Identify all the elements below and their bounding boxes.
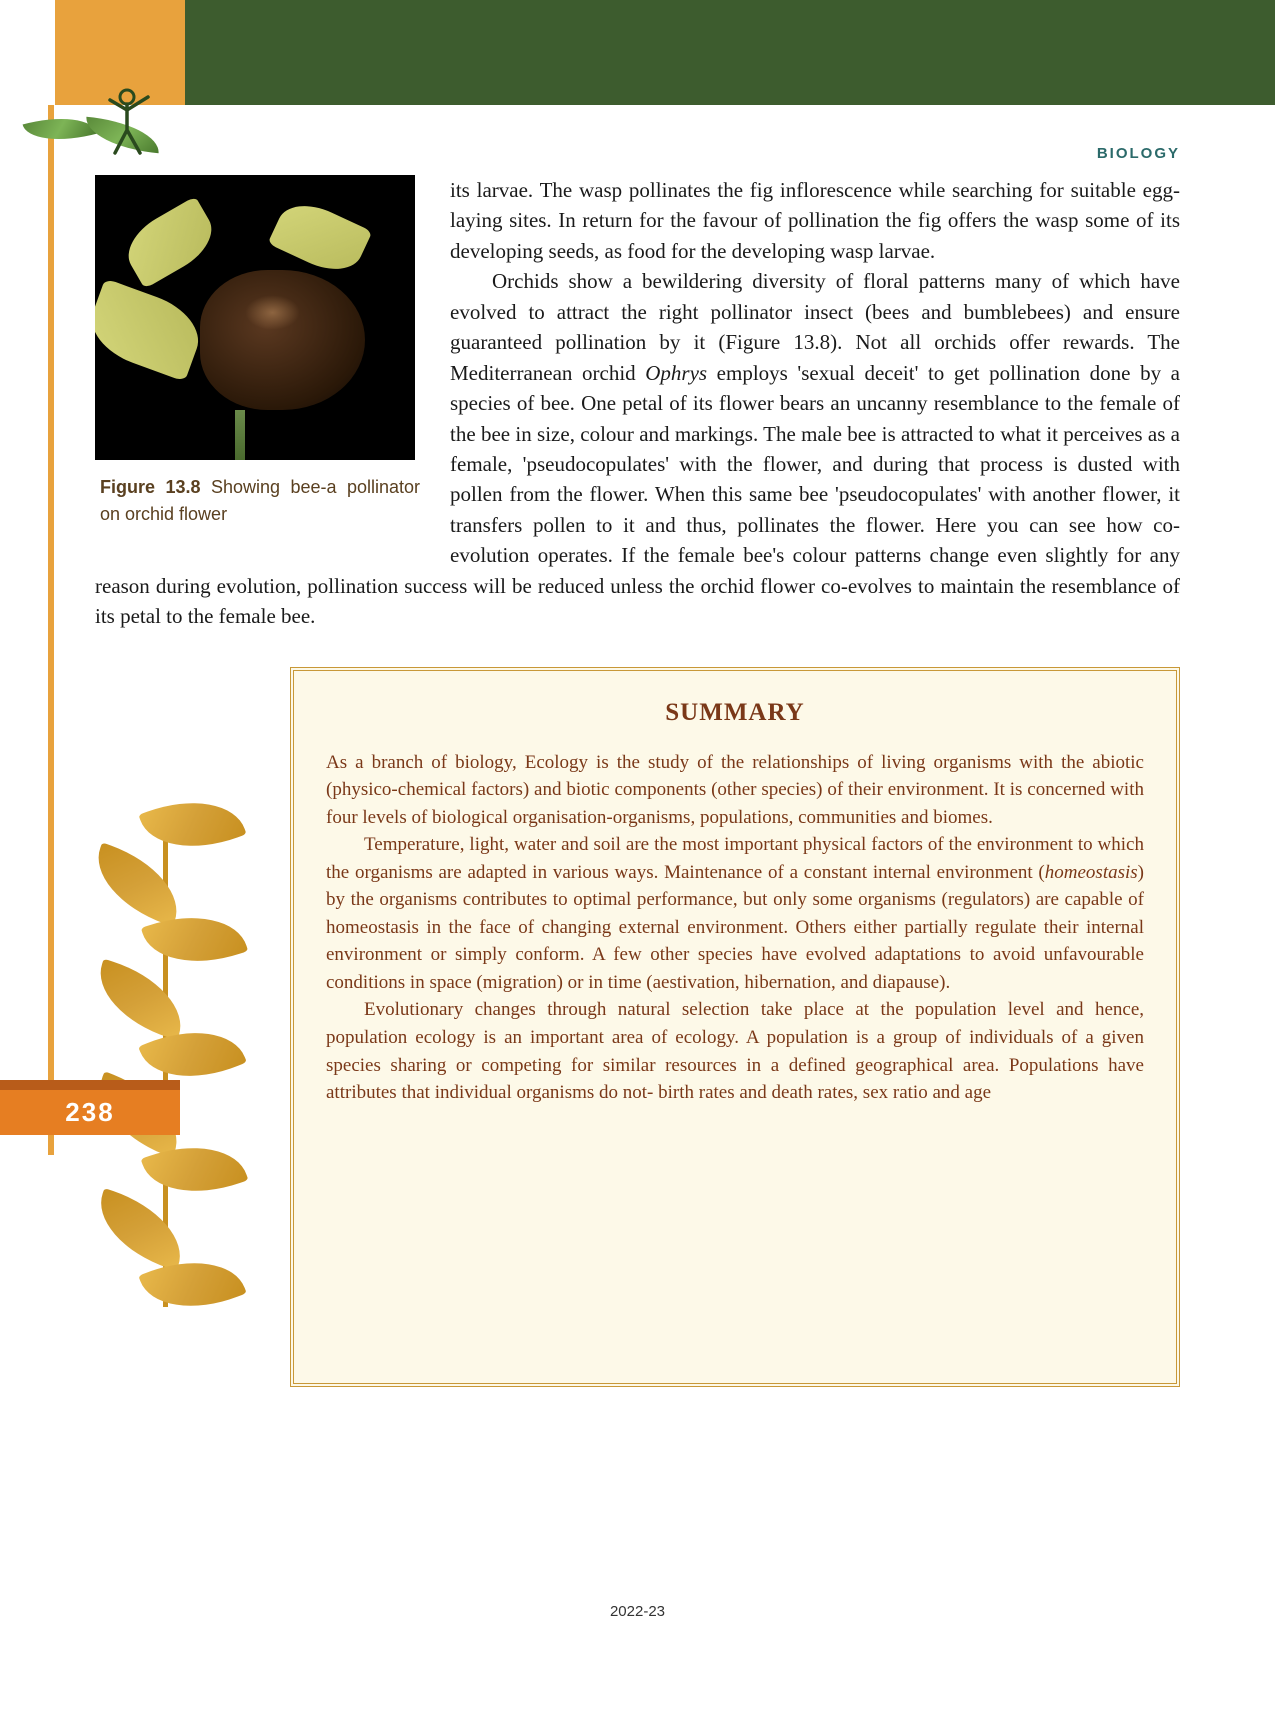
ncert-logo	[60, 85, 175, 180]
flower-stem	[235, 410, 245, 460]
deco-leaf-icon	[87, 1188, 195, 1271]
summary-p2: Temperature, light, water and soil are t…	[326, 831, 1144, 996]
summary-leaf-decoration	[85, 797, 255, 1337]
left-margin-bar	[48, 105, 54, 1155]
summary-p1: As a branch of biology, Ecology is the s…	[326, 749, 1144, 832]
orchid-petal	[95, 278, 209, 381]
summary-title: SUMMARY	[326, 699, 1144, 727]
summary-text: As a branch of biology, Ecology is the s…	[326, 749, 1144, 1107]
figure-13-8: Figure 13.8 Showing bee-a pollinator on …	[95, 175, 425, 528]
page: BIOLOGY Figure 13.8 Showing bee-a pollin…	[0, 0, 1275, 1710]
bee-icon	[200, 270, 365, 410]
summary-section: SUMMARY As a branch of biology, Ecology …	[95, 667, 1180, 1387]
banner-white	[0, 0, 55, 105]
deco-leaf-icon	[138, 782, 246, 866]
figure-caption: Figure 13.8 Showing bee-a pollinator on …	[95, 474, 425, 528]
leaf-icon	[23, 106, 98, 151]
subject-label: BIOLOGY	[1097, 145, 1180, 162]
deco-leaf-icon	[87, 958, 194, 1040]
page-number-tab: 238	[0, 1080, 180, 1135]
content-area: Figure 13.8 Showing bee-a pollinator on …	[95, 175, 1180, 1387]
banner-green	[185, 0, 1275, 105]
figure-image	[95, 175, 415, 460]
summary-box: SUMMARY As a branch of biology, Ecology …	[290, 667, 1180, 1387]
orchid-petal	[117, 196, 222, 289]
figure-number: Figure 13.8	[100, 477, 201, 497]
orchid-petal	[268, 194, 373, 282]
p2-italic: Ophrys	[645, 361, 707, 385]
summary-p3: Evolutionary changes through natural sel…	[326, 996, 1144, 1106]
sp2-em: homeostasis	[1045, 862, 1138, 883]
top-banner	[0, 0, 1275, 105]
bee-highlight	[245, 295, 300, 330]
sp2-a: Temperature, light, water and soil are t…	[326, 834, 1144, 883]
page-number-accent	[0, 1080, 180, 1090]
footer-year: 2022-23	[0, 1603, 1275, 1620]
deco-leaf-icon	[83, 842, 191, 926]
page-number: 238	[0, 1090, 180, 1135]
human-figure-icon	[100, 85, 155, 160]
